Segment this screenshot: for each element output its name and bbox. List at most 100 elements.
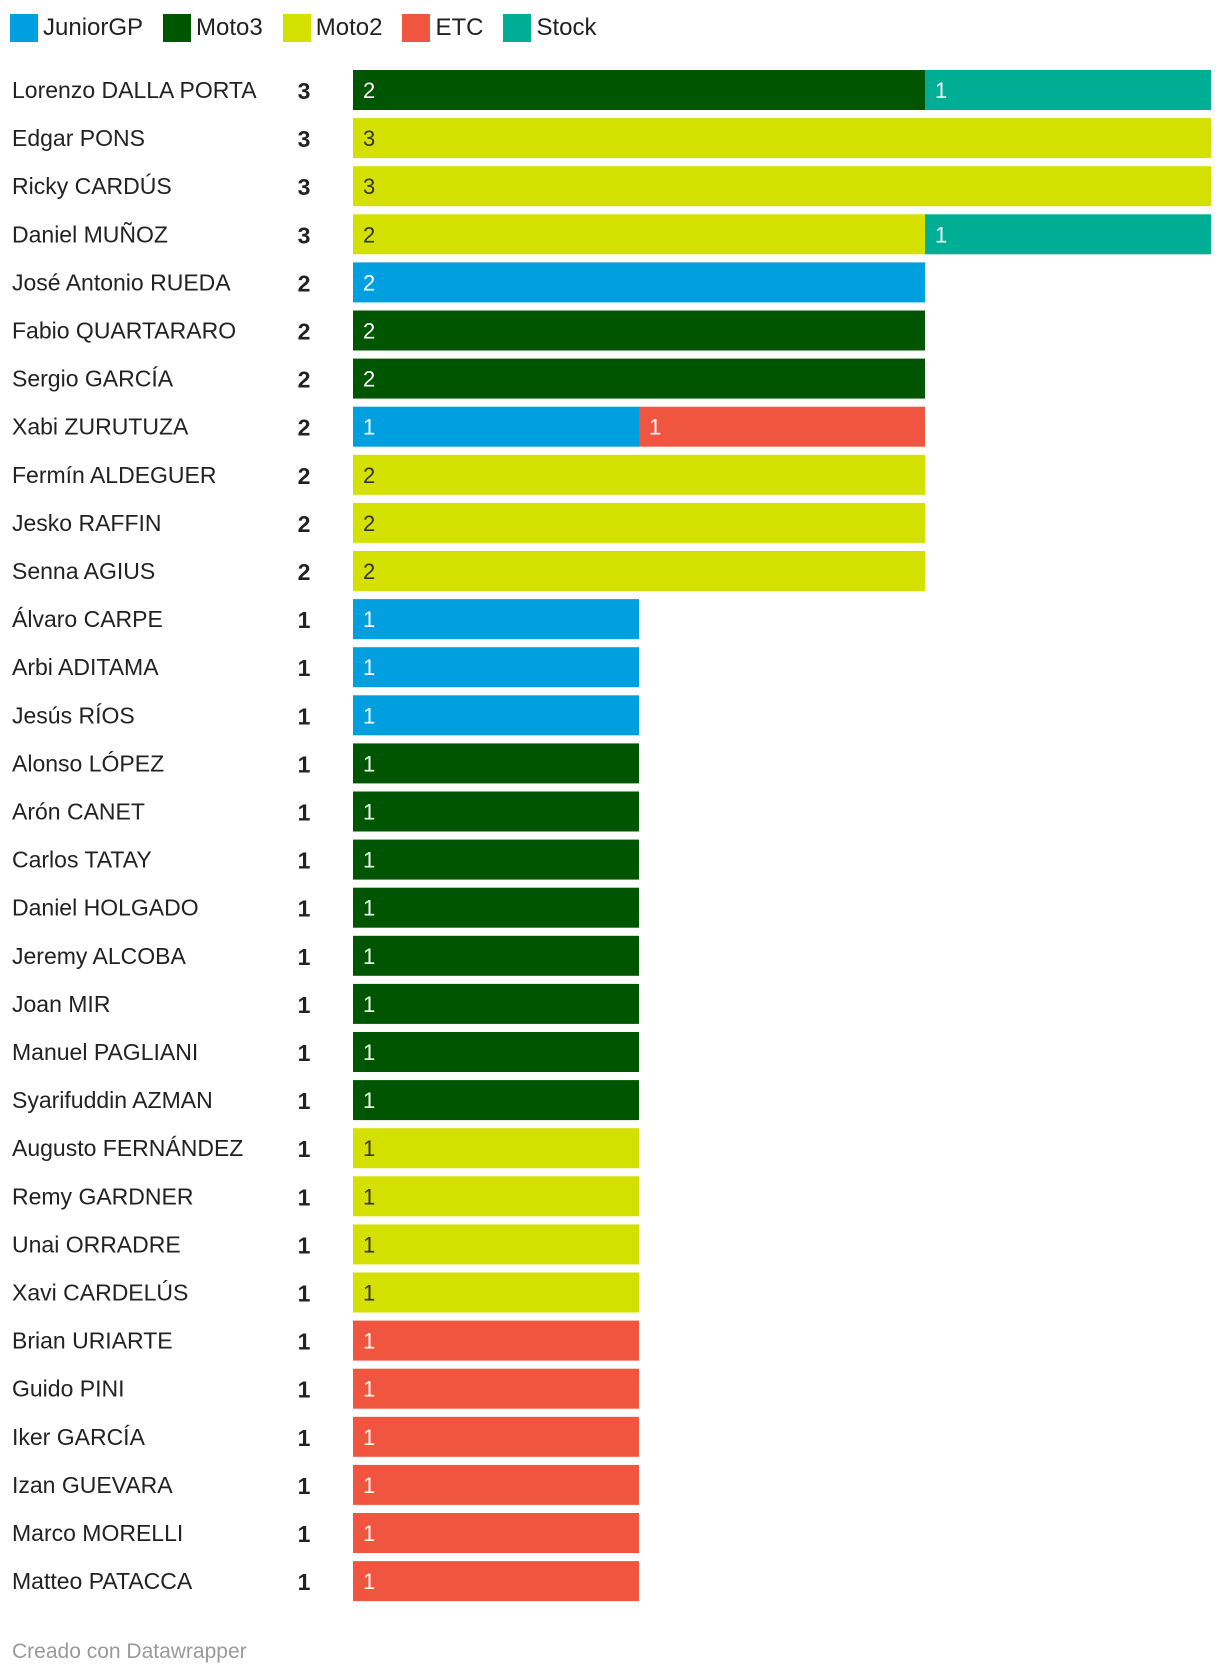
bar-segment-etc[interactable] [353, 1368, 639, 1409]
chart-legend: JuniorGP Moto3 Moto2 ETC Stock [10, 13, 616, 43]
bar-segment-moto3[interactable] [353, 983, 639, 1024]
legend-swatch [282, 14, 311, 42]
bar-segment-etc[interactable] [353, 1561, 639, 1602]
legend-label: Stock [536, 14, 597, 41]
row-total: 1 [298, 1040, 311, 1066]
row-total: 1 [298, 1088, 311, 1114]
bar-value-label: 1 [363, 703, 375, 728]
bar-segment-moto2[interactable] [353, 1176, 639, 1217]
row-label: Edgar PONS [12, 125, 145, 151]
credit-text[interactable]: Creado con Datawrapper [12, 1640, 247, 1663]
bar-row: Senna AGIUS 2 2 [12, 551, 925, 591]
bar-segment-stock[interactable] [925, 70, 1211, 110]
legend-item-juniorgp: JuniorGP [10, 14, 143, 42]
row-label: Marco MORELLI [12, 1520, 183, 1546]
bar-segment-juniorgp[interactable] [353, 599, 639, 640]
bar-segment-moto3[interactable] [353, 743, 639, 784]
bar-segment-moto3[interactable] [353, 839, 639, 880]
bar-segment-juniorgp[interactable] [353, 695, 639, 736]
bar-segment-stock[interactable] [925, 214, 1211, 255]
bar-value-label: 1 [363, 1136, 375, 1161]
row-label: Carlos TATAY [12, 847, 152, 873]
bar-segment-moto2[interactable] [353, 1224, 639, 1265]
bar-segment-etc[interactable] [353, 1320, 639, 1361]
bar-segment-juniorgp[interactable] [353, 406, 639, 447]
bar-segment-etc[interactable] [639, 406, 925, 447]
bar-segment-moto2[interactable] [353, 454, 925, 495]
bar-segment-moto2[interactable] [353, 118, 1211, 159]
bar-row: Fermín ALDEGUER 2 2 [12, 454, 925, 495]
legend-label: Moto3 [196, 14, 263, 41]
bar-segment-moto2[interactable] [353, 1128, 639, 1169]
row-label: Guido PINI [12, 1376, 125, 1402]
row-label: Jeremy ALCOBA [12, 943, 186, 969]
row-label: Syarifuddin AZMAN [12, 1087, 213, 1113]
bar-value-label: 1 [935, 78, 947, 103]
bar-segment-moto3[interactable] [353, 887, 639, 928]
row-label: Arbi ADITAMA [12, 654, 159, 680]
row-label: Arón CANET [12, 799, 145, 825]
bar-row: Manuel PAGLIANI 1 1 [12, 1032, 639, 1072]
row-total: 1 [298, 944, 311, 970]
bar-value-label: 1 [363, 1473, 375, 1498]
bar-value-label: 1 [363, 1521, 375, 1546]
bar-value-label: 1 [363, 415, 375, 440]
row-label: Xabi ZURUTUZA [12, 414, 189, 440]
bar-segment-moto2[interactable] [353, 1272, 639, 1313]
legend-item-moto2: Moto2 [282, 14, 383, 42]
row-total: 1 [298, 1232, 311, 1258]
row-total: 1 [298, 1473, 311, 1499]
bar-value-label: 3 [363, 126, 375, 151]
bar-row: Jesús RÍOS 1 1 [12, 695, 639, 736]
bar-row: Iker GARCÍA 1 1 [12, 1416, 639, 1457]
bar-row: Jesko RAFFIN 2 2 [12, 502, 925, 543]
bar-value-label: 1 [363, 944, 375, 969]
bar-segment-moto3[interactable] [353, 70, 925, 110]
legend-item-moto3: Moto3 [163, 14, 263, 42]
bar-segment-etc[interactable] [353, 1416, 639, 1457]
row-total: 2 [298, 367, 311, 393]
row-label: Augusto FERNÁNDEZ [12, 1135, 243, 1161]
row-total: 1 [298, 655, 311, 681]
row-label: Joan MIR [12, 991, 110, 1017]
row-label: Fabio QUARTARARO [12, 318, 236, 344]
row-total: 1 [298, 1329, 311, 1355]
legend-swatch [10, 14, 38, 42]
bar-row: Alonso LÓPEZ 1 1 [12, 743, 639, 784]
bar-segment-etc[interactable] [353, 1513, 639, 1553]
bar-value-label: 1 [363, 1425, 375, 1450]
row-label: Sergio GARCÍA [12, 366, 174, 392]
bar-segment-moto3[interactable] [353, 791, 639, 832]
bar-row: Xabi ZURUTUZA 2 1 1 [12, 406, 925, 447]
bar-segment-moto2[interactable] [353, 166, 1211, 207]
legend-label: Moto2 [315, 14, 383, 41]
bar-row: Jeremy ALCOBA 1 1 [12, 935, 639, 976]
bar-row: Marco MORELLI 1 1 [12, 1513, 639, 1553]
bar-value-label: 1 [363, 1088, 375, 1113]
bar-segment-moto3[interactable] [353, 310, 925, 351]
row-total: 2 [298, 270, 311, 296]
bar-segment-moto2[interactable] [353, 214, 925, 255]
row-total: 1 [298, 992, 311, 1018]
bar-segment-moto3[interactable] [353, 1080, 639, 1121]
bar-segment-moto3[interactable] [353, 358, 925, 399]
bar-segment-moto3[interactable] [353, 935, 639, 976]
bar-value-label: 1 [363, 751, 375, 776]
row-total: 1 [298, 896, 311, 922]
row-label: Fermín ALDEGUER [12, 462, 217, 488]
bar-segment-moto2[interactable] [353, 551, 925, 591]
bar-segment-moto3[interactable] [353, 1032, 639, 1072]
bar-row: Ricky CARDÚS 3 3 [12, 166, 1211, 207]
bar-segment-etc[interactable] [353, 1464, 639, 1505]
bar-row: Remy GARDNER 1 1 [12, 1176, 639, 1217]
bar-segment-juniorgp[interactable] [353, 262, 925, 303]
bar-row: Syarifuddin AZMAN 1 1 [12, 1080, 639, 1121]
bar-value-label: 1 [935, 222, 947, 247]
bar-segment-moto2[interactable] [353, 502, 925, 543]
row-label: Manuel PAGLIANI [12, 1039, 198, 1065]
bar-segment-juniorgp[interactable] [353, 647, 639, 688]
bar-value-label: 1 [363, 1569, 375, 1594]
legend-swatch [163, 14, 192, 42]
row-label: Unai ORRADRE [12, 1231, 181, 1257]
